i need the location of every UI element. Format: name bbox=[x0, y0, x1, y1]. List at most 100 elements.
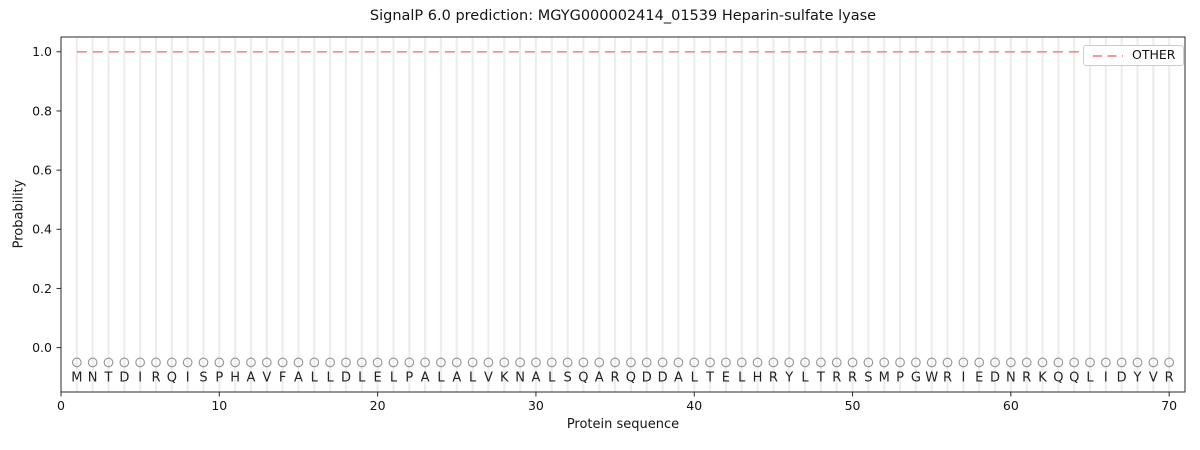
y-tick-label: 0.6 bbox=[32, 162, 52, 177]
residue-letter: V bbox=[262, 371, 271, 386]
residue-marker-circle bbox=[71, 357, 82, 368]
residue-marker-circle bbox=[800, 357, 810, 368]
residue-marker-circle bbox=[1085, 357, 1095, 368]
residue-letter: V bbox=[484, 371, 493, 386]
residue-marker-circle bbox=[847, 357, 858, 368]
residue-marker-circle bbox=[214, 357, 225, 368]
residue-marker-circle bbox=[1164, 357, 1175, 368]
residue-letter: A bbox=[421, 371, 430, 386]
y-tick-label: 0.2 bbox=[32, 281, 52, 296]
residue-letter: A bbox=[247, 371, 256, 386]
residue-letter: L bbox=[548, 371, 556, 386]
residue-marker-circle bbox=[499, 357, 510, 368]
residue-marker-circle bbox=[356, 357, 367, 368]
residue-marker-circle bbox=[182, 357, 193, 368]
x-tick-label: 70 bbox=[1161, 398, 1177, 413]
residue-letter: L bbox=[311, 371, 319, 386]
residue-marker-circle bbox=[895, 357, 905, 368]
residue-marker-circle bbox=[815, 357, 826, 368]
residue-marker-circle bbox=[325, 357, 336, 368]
residue-marker-circle bbox=[198, 357, 209, 368]
y-tick-label: 0.8 bbox=[32, 103, 52, 118]
residue-marker-circle bbox=[990, 357, 1000, 368]
residue-letter: K bbox=[500, 371, 509, 386]
residue-marker-circle bbox=[166, 357, 177, 368]
residue-marker-circle bbox=[404, 357, 415, 368]
residue-letter: Q bbox=[626, 371, 636, 386]
residue-marker-circle bbox=[942, 357, 953, 368]
residue-letter: S bbox=[864, 371, 872, 386]
residue-marker-circle bbox=[467, 357, 478, 368]
legend-dashed-line-icon bbox=[1093, 54, 1123, 57]
residue-letter: D bbox=[658, 371, 668, 386]
residue-marker-circle bbox=[1053, 357, 1064, 368]
residue-marker-circle bbox=[119, 357, 130, 368]
residue-marker-circle bbox=[657, 357, 668, 368]
residue-letter: N bbox=[515, 371, 525, 386]
residue-marker-circle bbox=[246, 357, 256, 368]
residue-letter: R bbox=[832, 371, 841, 386]
residue-marker-circle bbox=[1005, 357, 1016, 368]
residue-marker-circle bbox=[752, 357, 763, 368]
residue-letter: E bbox=[975, 371, 983, 386]
x-tick-label: 50 bbox=[845, 398, 861, 413]
residue-letter: Q bbox=[1053, 371, 1063, 386]
residue-marker-circle bbox=[1100, 357, 1111, 368]
residue-letter: I bbox=[186, 371, 190, 386]
x-tick-label: 10 bbox=[211, 398, 227, 413]
residue-marker-circle bbox=[103, 357, 114, 368]
x-tick-label: 60 bbox=[1003, 398, 1019, 413]
residue-marker-circle bbox=[515, 357, 525, 368]
residue-letter: Y bbox=[784, 371, 793, 386]
residue-letter: L bbox=[358, 371, 366, 386]
residue-letter: E bbox=[374, 371, 382, 386]
residue-marker-circle bbox=[736, 357, 747, 368]
residue-marker-circle bbox=[420, 357, 431, 368]
residue-letter: F bbox=[279, 371, 286, 386]
residue-letter: P bbox=[215, 371, 223, 386]
residue-marker-circle bbox=[721, 357, 731, 368]
residue-marker-circle bbox=[341, 357, 351, 368]
residue-marker-circle bbox=[151, 357, 161, 368]
residue-letter: R bbox=[1022, 371, 1031, 386]
residue-letter: G bbox=[911, 371, 921, 386]
residue-letter: S bbox=[199, 371, 207, 386]
legend-label: OTHER bbox=[1132, 47, 1176, 63]
residue-marker-circle bbox=[641, 357, 652, 368]
residue-marker-circle bbox=[958, 357, 969, 368]
residue-marker-circle bbox=[261, 357, 272, 368]
residue-letter: H bbox=[230, 371, 240, 386]
residue-letter: I bbox=[1104, 371, 1108, 386]
residue-letter: L bbox=[437, 371, 445, 386]
residue-letter: N bbox=[88, 371, 98, 386]
x-axis-label: Protein sequence bbox=[566, 417, 680, 432]
residue-marker-circle bbox=[626, 357, 636, 368]
residue-marker-circle bbox=[863, 357, 874, 368]
residue-letter: D bbox=[341, 371, 351, 386]
residue-marker-circle bbox=[784, 357, 795, 368]
x-tick-label: 30 bbox=[528, 398, 544, 413]
residue-marker-circle bbox=[1132, 357, 1143, 368]
residue-marker-circle bbox=[436, 357, 446, 368]
residue-letter: R bbox=[769, 371, 778, 386]
residue-letter: T bbox=[705, 371, 714, 386]
residue-marker-circle bbox=[910, 357, 921, 368]
residue-letter: R bbox=[151, 371, 160, 386]
residue-letter: L bbox=[327, 371, 335, 386]
residue-letter: I bbox=[138, 371, 142, 386]
residue-letter: R bbox=[1165, 371, 1174, 386]
residue-marker-circle bbox=[831, 357, 842, 368]
residue-marker-circle bbox=[1021, 357, 1032, 368]
residue-marker-circle bbox=[1148, 357, 1159, 368]
residue-letter: Q bbox=[1069, 371, 1079, 386]
residue-letter: Y bbox=[1133, 371, 1142, 386]
residue-letter: A bbox=[595, 371, 604, 386]
residue-marker-circle bbox=[974, 357, 985, 368]
residue-letter: L bbox=[738, 371, 746, 386]
residue-letter: V bbox=[1149, 371, 1158, 386]
residue-letter: N bbox=[1006, 371, 1016, 386]
residue-marker-circle bbox=[293, 357, 304, 368]
chart-title: SignalP 6.0 prediction: MGYG000002414_01… bbox=[369, 8, 877, 24]
